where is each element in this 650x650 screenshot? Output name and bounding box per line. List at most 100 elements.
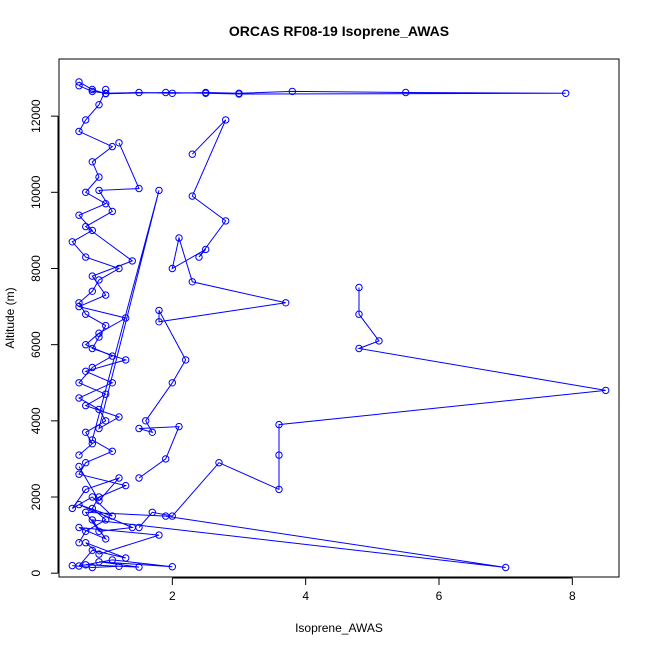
data-point [188, 192, 197, 200]
data-point [88, 436, 97, 444]
data-point [102, 90, 110, 98]
data-point [75, 379, 83, 387]
data-point [88, 546, 97, 554]
data-point [95, 493, 103, 501]
x-tick-label: 2 [169, 589, 176, 603]
data-point [355, 344, 363, 353]
series-line-3 [138, 119, 286, 479]
data-point [75, 470, 83, 478]
data-point [82, 401, 90, 410]
y-tick-label: 12000 [29, 99, 43, 133]
data-point [108, 379, 117, 387]
y-axis-label: Altitude (m) [3, 287, 17, 348]
data-point [88, 516, 97, 524]
data-point [195, 253, 203, 261]
data-point [75, 462, 83, 471]
data-point [562, 89, 570, 98]
x-tick-label: 4 [302, 589, 309, 603]
data-point [355, 283, 363, 292]
data-point [135, 88, 143, 97]
data-point [88, 287, 97, 295]
data-point [82, 527, 90, 535]
data-point [155, 186, 163, 195]
data-point [102, 85, 110, 94]
data-point [108, 142, 117, 151]
data-point [82, 459, 90, 467]
data-point [115, 413, 123, 421]
data-point [168, 379, 177, 387]
data-point [75, 500, 83, 509]
data-point [275, 451, 283, 459]
data-point [275, 485, 283, 494]
data-point [88, 440, 97, 448]
data-point [168, 563, 177, 571]
data-point [222, 116, 230, 124]
data-point [88, 563, 97, 572]
data-point [95, 550, 103, 558]
x-tick-label: 6 [436, 589, 443, 603]
data-point [115, 139, 123, 147]
data-point [162, 455, 170, 463]
data-point [88, 226, 97, 235]
data-point [68, 238, 77, 246]
data-point [148, 508, 157, 516]
x-tick-label: 8 [569, 589, 576, 603]
data-point [135, 184, 143, 193]
data-point [402, 88, 410, 97]
y-axis: 0 2000 4000 6000 8000 10000 12000 [29, 99, 59, 577]
data-point [502, 563, 510, 572]
data-point [75, 451, 83, 459]
data-point [188, 150, 197, 158]
series-line-5 [77, 142, 160, 543]
data-point [82, 508, 90, 516]
data-point [135, 563, 143, 571]
data-point [95, 186, 103, 195]
data-point [75, 539, 83, 547]
data-point [102, 321, 110, 330]
y-tick-label: 2000 [29, 483, 43, 510]
x-axis-label: Isoprene_AWAS [295, 621, 383, 635]
data-point [95, 276, 103, 284]
data-point [202, 245, 210, 254]
data-point [82, 428, 90, 436]
data-point [102, 291, 110, 299]
data-point [82, 310, 90, 318]
data-point [108, 556, 117, 564]
data-point [75, 562, 83, 570]
data-point [88, 85, 97, 94]
data-point [375, 337, 383, 345]
data-point [102, 535, 110, 543]
data-point [102, 390, 110, 398]
y-tick-label: 6000 [29, 331, 43, 358]
data-point [75, 523, 83, 532]
data-point [108, 352, 117, 360]
y-tick-label: 10000 [29, 175, 43, 209]
data-point [82, 188, 90, 197]
data-point [95, 329, 103, 337]
x-axis: 2 4 6 8 [169, 577, 576, 603]
data-point [128, 257, 137, 265]
data-point [175, 234, 183, 242]
data-point [122, 481, 130, 490]
data-point [102, 516, 110, 524]
series-line-2 [78, 81, 566, 95]
data-point [68, 504, 77, 513]
data-point [82, 222, 90, 231]
data-point [75, 394, 83, 402]
data-point [182, 356, 190, 364]
data-point [222, 217, 230, 225]
data-point [135, 424, 143, 433]
data-point [275, 420, 283, 429]
series-layer [68, 78, 610, 572]
data-point [155, 318, 163, 326]
series-line-0 [71, 466, 506, 569]
data-point [95, 558, 103, 566]
data-point [82, 116, 90, 124]
data-point [75, 127, 83, 136]
data-point [75, 299, 83, 307]
data-point [115, 474, 123, 482]
data-point [95, 101, 103, 109]
data-point [188, 278, 197, 286]
data-point [75, 82, 83, 90]
